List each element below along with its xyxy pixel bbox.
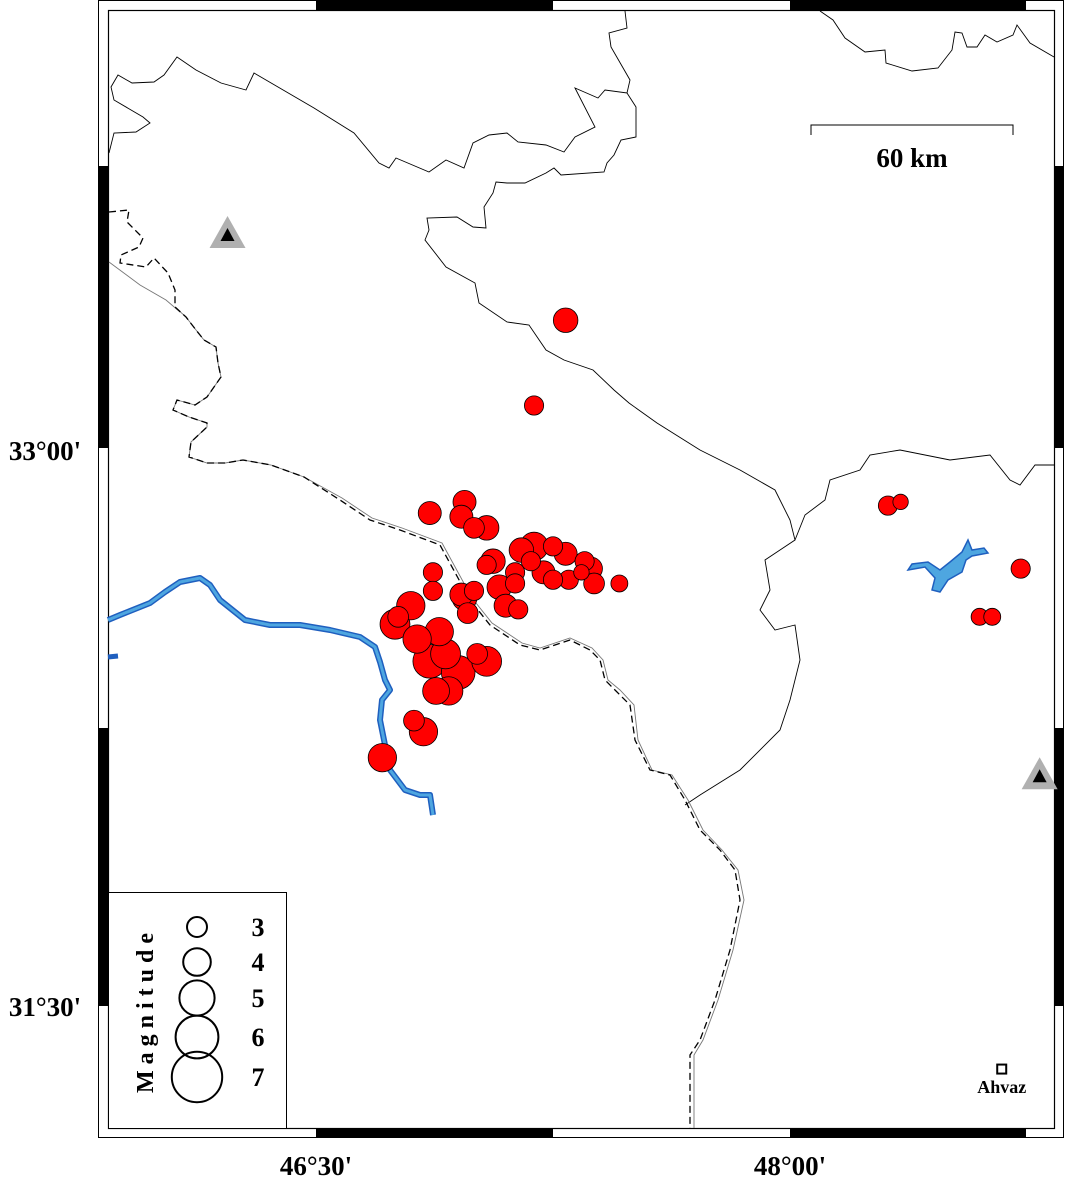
legend-label: 3 xyxy=(252,913,265,942)
boundary-north xyxy=(108,10,631,173)
lake xyxy=(906,538,990,593)
city-ahvaz: Ahvaz xyxy=(977,1063,1026,1097)
earthquake-event xyxy=(520,551,541,572)
boundary-central xyxy=(424,92,801,806)
legend-circle xyxy=(174,1014,220,1060)
earthquake-event xyxy=(463,517,485,539)
province-boundaries xyxy=(108,10,1055,806)
legend-circle xyxy=(186,916,208,938)
legend-title: Magnitude xyxy=(133,927,159,1093)
earthquake-event xyxy=(466,643,488,665)
earthquake-event xyxy=(1010,558,1031,579)
legend-label: 6 xyxy=(252,1023,265,1052)
earthquake-event xyxy=(422,580,443,601)
earthquake-event xyxy=(542,536,564,557)
earthquake-event xyxy=(456,602,479,624)
scale-bar-label: 60 km xyxy=(876,143,948,173)
earthquake-event xyxy=(892,493,909,511)
axis-labels: 33°00' 31°30' 46°30' 48°00' xyxy=(9,436,826,1177)
earthquake-event xyxy=(505,573,526,594)
magnitude-legend: Magnitude 3 4 5 6 7 xyxy=(108,892,287,1129)
boundary-northeast xyxy=(819,10,1055,72)
earthquake-event xyxy=(524,395,545,416)
scale-bar: 60 km xyxy=(810,124,1014,173)
earthquake-event xyxy=(508,599,529,620)
earthquake-event xyxy=(983,607,1002,626)
seismic-station-icon xyxy=(209,215,246,248)
earthquake-event xyxy=(573,564,590,581)
lat-tick-label: 33°00' xyxy=(9,436,81,466)
earthquake-event xyxy=(610,574,629,593)
earthquake-event xyxy=(402,624,432,654)
earthquake-event xyxy=(583,572,605,595)
legend-label: 7 xyxy=(252,1063,265,1092)
earthquake-event xyxy=(387,606,409,628)
legend-label: 5 xyxy=(252,984,265,1013)
seismic-station-icon xyxy=(1021,757,1058,790)
seismic-stations xyxy=(209,215,1058,790)
earthquake-event xyxy=(476,554,497,575)
international-border xyxy=(108,209,745,1128)
lat-tick-label: 31°30' xyxy=(9,992,81,1022)
boundary-east xyxy=(794,449,1054,541)
lon-tick-label: 48°00' xyxy=(754,1151,826,1177)
lon-tick-label: 46°30' xyxy=(280,1151,352,1177)
earthquake-event xyxy=(552,307,579,333)
legend-label: 4 xyxy=(252,948,265,977)
legend-circle xyxy=(170,1050,224,1104)
legend-circle xyxy=(182,947,212,977)
earthquake-events xyxy=(367,307,1031,773)
earthquake-event xyxy=(417,501,442,525)
earthquake-event xyxy=(463,580,485,601)
earthquake-event xyxy=(422,677,450,705)
earthquake-event xyxy=(403,709,425,732)
earthquake-event xyxy=(542,569,564,590)
map-frame xyxy=(98,0,1064,1138)
city-marker-icon xyxy=(996,1063,1008,1075)
earthquake-event xyxy=(422,562,443,583)
earthquake-event xyxy=(367,743,397,773)
city-label: Ahvaz xyxy=(977,1077,1026,1097)
